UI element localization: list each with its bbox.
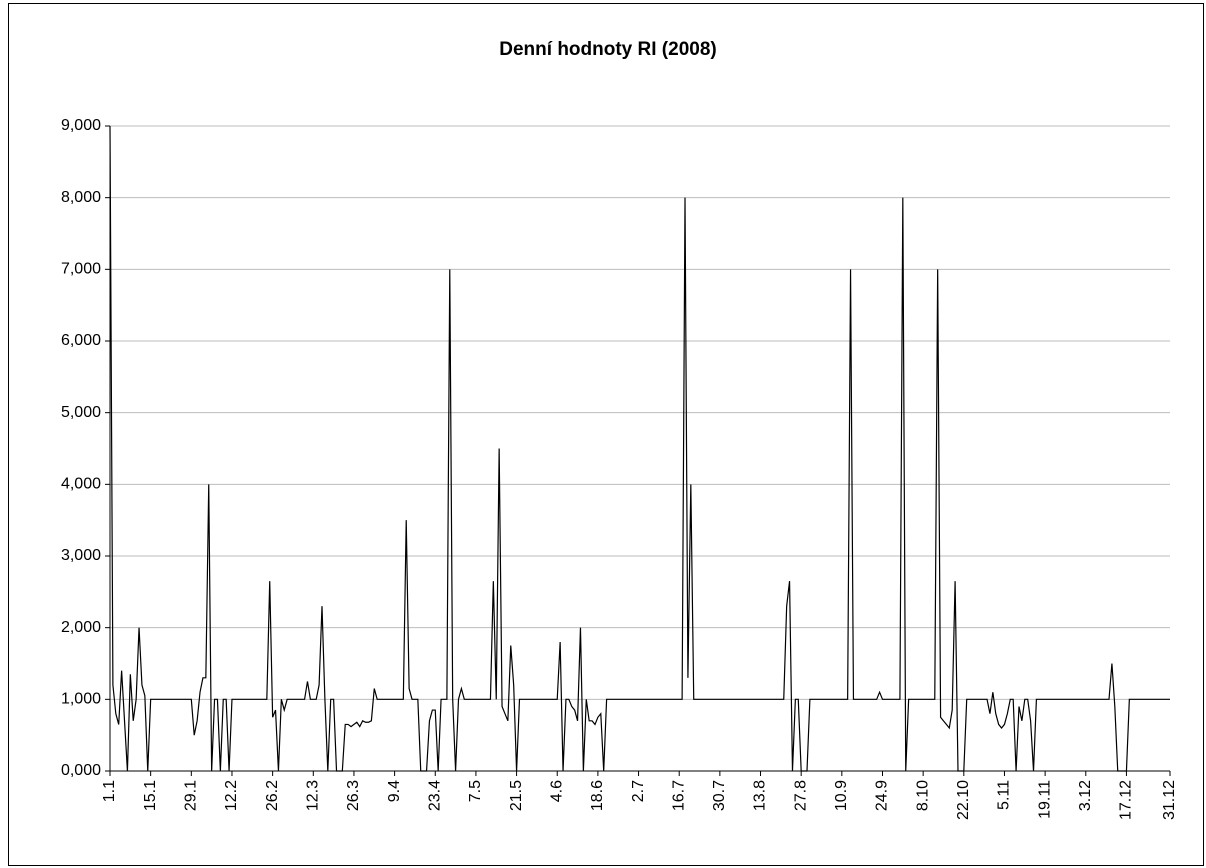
x-tick-label: 5.11 [996,780,1013,810]
chart-title: Denní hodnoty RI (2008) [499,39,716,60]
x-tick-label: 29.1 [183,780,200,811]
x-tick-label: 4.6 [548,780,565,802]
x-tick-label: 3.12 [1077,780,1094,811]
y-tick-label: 1,000 [61,691,101,708]
x-tick-label: 18.6 [589,780,606,811]
x-tick-label: 27.8 [792,780,809,811]
data-line [109,125,1170,772]
y-tick-label: 8,000 [61,189,101,206]
y-tick-label: 6,000 [61,332,101,349]
chart-frame [8,3,1204,866]
x-tick-label: 23.4 [426,780,443,811]
x-tick-label: 26.3 [345,780,362,811]
y-tick-label: 9,000 [61,117,101,134]
x-tick-label: 26.2 [264,780,281,811]
y-tick-label: 0,000 [61,762,101,779]
x-tick-label: 10.9 [833,780,850,811]
x-tick-label: 19.11 [1036,780,1053,819]
x-tick-label: 22.10 [955,780,972,820]
y-tick-label: 5,000 [61,404,101,421]
x-tick-label: 7.5 [467,780,484,802]
x-tick-label: 30.7 [711,780,728,811]
x-tick-label: 2.7 [630,780,647,802]
x-tick-label: 12.3 [305,780,322,811]
y-tick-label: 4,000 [61,476,101,493]
x-tick-label: 9.4 [386,780,403,802]
x-tick-label: 8.10 [914,780,931,811]
y-tick-label: 3,000 [61,547,101,564]
x-tick-label: 13.8 [752,780,769,811]
x-tick-label: 17.12 [1118,780,1135,820]
x-tick-label: 12.2 [223,780,240,811]
y-tick-label: 7,000 [61,261,101,278]
x-tick-label: 16.7 [670,780,687,811]
x-tick-label: 31.12 [1161,780,1178,820]
x-tick-label: 15.1 [142,780,159,811]
x-tick-label: 1.1 [101,780,118,802]
y-tick-label: 2,000 [61,619,101,636]
x-tick-label: 21.5 [508,780,525,811]
x-tick-label: 24.9 [874,780,891,811]
